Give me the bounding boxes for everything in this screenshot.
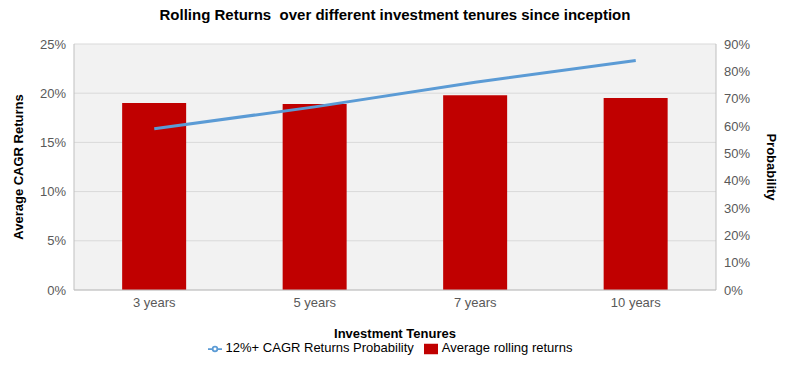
svg-text:5%: 5% (47, 233, 66, 248)
svg-text:20%: 20% (724, 228, 750, 243)
html-text:12%+ CAGR Returns Probability: 12%+ CAGR Returns Probability (225, 340, 414, 355)
svg-text:60%: 60% (724, 119, 750, 134)
svg-text:10%: 10% (724, 255, 750, 270)
svg-text:Probability: Probability (764, 133, 779, 201)
svg-text:15%: 15% (40, 135, 66, 150)
svg-text:3 years: 3 years (133, 295, 176, 310)
svg-text:80%: 80% (724, 64, 750, 79)
svg-text:0%: 0% (724, 283, 743, 298)
svg-text:10 years: 10 years (611, 295, 661, 310)
html-text:Average rolling returns: Average rolling returns (441, 340, 573, 355)
svg-text:5 years: 5 years (293, 295, 336, 310)
svg-text:70%: 70% (724, 91, 750, 106)
html-text:Rolling Returns over different: Rolling Returns over different investmen… (159, 6, 631, 23)
svg-text:25%: 25% (40, 37, 66, 52)
svg-text:Investment Tenures: Investment Tenures (334, 326, 456, 341)
svg-text:30%: 30% (724, 201, 750, 216)
svg-text:0%: 0% (47, 283, 66, 298)
svg-text:40%: 40% (724, 173, 750, 188)
svg-text:7 years: 7 years (454, 295, 497, 310)
svg-text:50%: 50% (724, 146, 750, 161)
svg-text:Average CAGR Returns: Average CAGR Returns (11, 94, 26, 239)
svg-text:90%: 90% (724, 37, 750, 52)
svg-text:20%: 20% (40, 86, 66, 101)
svg-text:10%: 10% (40, 184, 66, 199)
